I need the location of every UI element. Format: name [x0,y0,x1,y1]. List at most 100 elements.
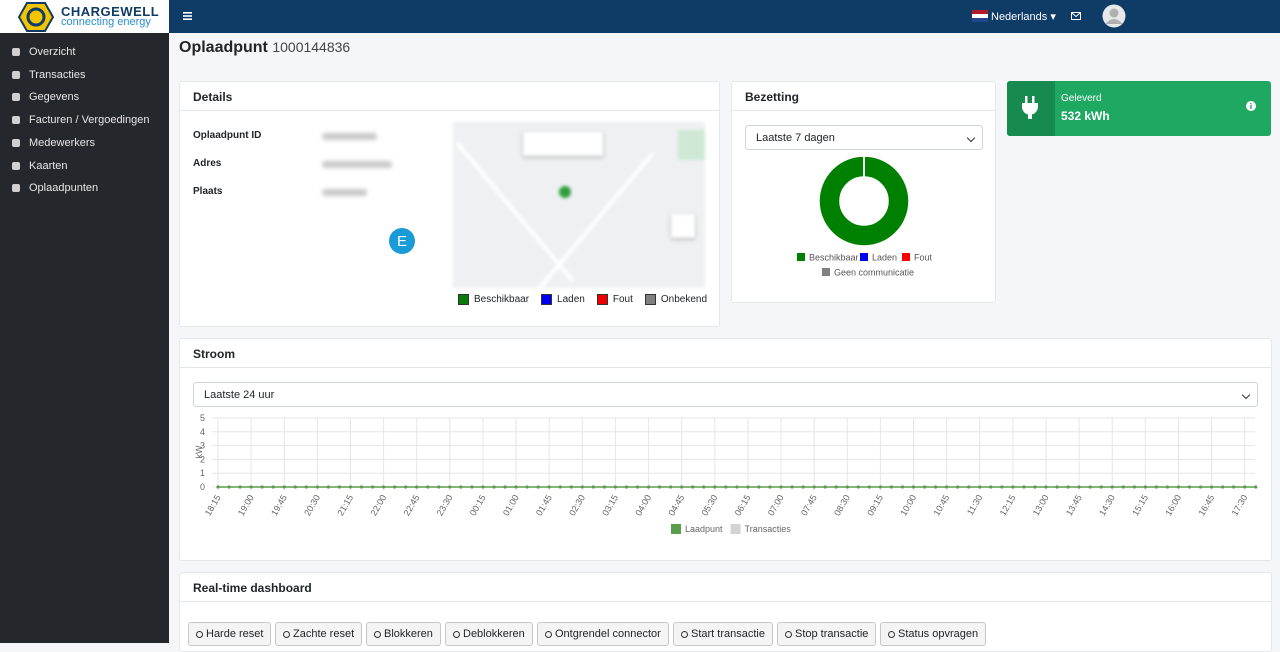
data-point[interactable] [304,485,308,489]
data-point[interactable] [1176,485,1181,489]
data-point[interactable] [691,485,695,489]
action-button[interactable]: Stop transactie [777,622,877,646]
data-point[interactable] [878,485,883,489]
avatar[interactable] [1102,4,1126,28]
nav-item[interactable]: Facturen / Vergoedingen [12,114,149,126]
data-point[interactable] [415,485,419,489]
data-point[interactable] [834,485,838,489]
data-point[interactable] [1055,485,1059,489]
data-point[interactable] [1121,485,1125,489]
data-point[interactable] [547,485,551,489]
data-point[interactable] [635,485,640,489]
data-point[interactable] [271,485,275,489]
data-point[interactable] [922,485,927,489]
data-point[interactable] [448,485,452,489]
data-point[interactable] [1165,485,1170,489]
data-point[interactable] [845,485,849,489]
nav-item[interactable]: Kaarten [12,160,68,172]
data-point[interactable] [812,485,816,489]
data-point[interactable] [1132,485,1136,489]
data-point[interactable] [934,485,938,489]
data-point[interactable] [249,485,253,489]
data-point[interactable] [216,485,220,489]
nav-item[interactable]: Oplaadpunten [12,182,98,194]
data-point[interactable] [856,485,860,489]
nav-item[interactable]: Overzicht [12,46,75,58]
data-point[interactable] [735,485,739,489]
data-point[interactable] [481,485,485,489]
data-point[interactable] [282,485,286,489]
data-point[interactable] [525,485,529,489]
data-point[interactable] [1022,485,1026,489]
data-point[interactable] [591,485,595,489]
data-point[interactable] [1221,485,1225,489]
data-point[interactable] [492,485,496,489]
data-point[interactable] [702,485,706,489]
action-button[interactable]: Zachte reset [275,622,363,646]
data-point[interactable] [989,485,993,489]
action-button[interactable]: Ontgrendel connector [537,622,669,646]
data-point[interactable] [956,485,960,489]
data-point[interactable] [1088,485,1092,489]
action-button[interactable]: Status opvragen [880,622,987,646]
data-point[interactable] [370,485,375,489]
data-point[interactable] [459,485,463,489]
data-point[interactable] [978,485,982,489]
menu-toggle[interactable] [183,11,193,21]
data-point[interactable] [337,485,342,489]
data-point[interactable] [823,485,827,489]
data-point[interactable] [1033,485,1037,489]
action-button[interactable]: Start transactie [673,622,773,646]
data-point[interactable] [1044,485,1048,489]
data-point[interactable] [1187,485,1192,489]
data-point[interactable] [646,485,651,489]
data-point[interactable] [227,485,231,489]
data-point[interactable] [1000,485,1004,489]
data-point[interactable] [426,485,430,489]
data-point[interactable] [768,485,772,489]
language-select[interactable]: Nederlands ▾ [991,11,1056,23]
logo-area[interactable]: CHARGEWELL connecting energy [0,0,169,33]
period-select[interactable]: Laatste 24 uur [193,382,1258,407]
data-point[interactable] [514,485,518,489]
data-point[interactable] [779,485,783,489]
data-point[interactable] [1077,485,1081,489]
data-point[interactable] [1232,485,1236,489]
nav-item[interactable]: Medewerkers [12,137,95,149]
data-point[interactable] [580,485,584,489]
data-point[interactable] [315,485,319,489]
data-point[interactable] [669,485,673,489]
data-point[interactable] [658,485,662,489]
data-point[interactable] [1198,485,1203,489]
data-point[interactable] [558,485,562,489]
action-button[interactable]: Deblokkeren [445,622,533,646]
data-point[interactable] [602,485,606,489]
data-point[interactable] [801,485,805,489]
nav-item[interactable]: Transacties [12,69,85,81]
data-point[interactable] [1243,485,1247,489]
data-point[interactable] [293,485,297,489]
data-point[interactable] [393,485,397,489]
mail-icon[interactable] [1071,12,1081,20]
data-point[interactable] [613,485,618,489]
data-point[interactable] [1110,485,1114,489]
data-point[interactable] [713,485,717,489]
data-point[interactable] [348,485,353,489]
data-point[interactable] [470,485,474,489]
data-point[interactable] [238,485,242,489]
data-point[interactable] [867,485,871,489]
action-button[interactable]: Harde reset [188,622,272,646]
map[interactable] [453,122,705,288]
data-point[interactable] [1143,485,1147,489]
data-point[interactable] [382,485,386,489]
data-point[interactable] [536,485,540,489]
data-point[interactable] [1099,485,1103,489]
info-icon[interactable] [1246,101,1256,111]
data-point[interactable] [260,485,264,489]
donut-slice[interactable] [818,155,910,247]
data-point[interactable] [724,485,728,489]
data-point[interactable] [967,485,971,489]
period-select[interactable]: Laatste 7 dagen [745,125,983,150]
data-point[interactable] [437,485,441,489]
data-point[interactable] [945,485,949,489]
